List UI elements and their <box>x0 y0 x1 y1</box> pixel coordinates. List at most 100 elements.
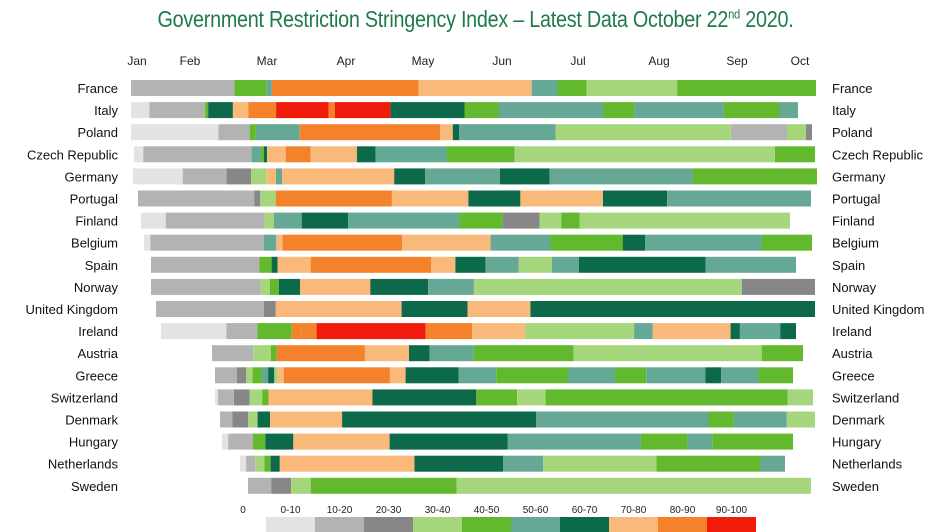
segment-belgium-4 <box>282 234 403 251</box>
segment-sweden-4 <box>456 477 811 494</box>
segment-ireland-1 <box>226 323 258 340</box>
segment-finland-3 <box>273 212 302 229</box>
segment-austria-0 <box>212 345 254 362</box>
segment-france-7 <box>557 80 587 96</box>
segment-hungary-0 <box>222 433 229 450</box>
segment-ireland-6 <box>425 323 473 340</box>
legend-label-50-60: 50-60 <box>523 505 549 516</box>
country-label-left-ireland: Ireland <box>78 324 118 339</box>
segment-france-8 <box>586 80 678 96</box>
segment-netherlands-3 <box>264 455 271 472</box>
country-label-right-denmark: Denmark <box>832 413 885 428</box>
segment-belgium-3 <box>276 234 283 251</box>
country-label-right-france: France <box>832 81 872 96</box>
country-label-right-spain: Spain <box>832 258 865 273</box>
segment-ireland-2 <box>257 323 292 340</box>
segment-czech-republic-5 <box>267 146 286 163</box>
legend-swatch-10-20 <box>315 517 364 532</box>
segment-greece-0 <box>215 367 237 384</box>
segment-austria-6 <box>429 345 474 362</box>
segment-norway-1 <box>260 278 270 295</box>
segment-germany-9 <box>499 168 550 185</box>
segment-finland-0 <box>141 212 166 229</box>
segment-finland-10 <box>579 212 790 229</box>
segment-czech-republic-9 <box>375 146 447 163</box>
segment-germany-0 <box>133 168 183 185</box>
legend-label-90-100: 90-100 <box>716 505 748 516</box>
country-label-left-switzerland: Switzerland <box>51 390 118 405</box>
segment-norway-7 <box>473 278 742 295</box>
segment-italy-3 <box>208 102 233 119</box>
segment-ireland-10 <box>652 323 731 340</box>
segment-ireland-3 <box>291 323 301 340</box>
segment-sweden-1 <box>271 477 292 494</box>
country-label-left-italy: Italy <box>94 103 118 118</box>
segment-greece-14 <box>614 367 647 384</box>
country-label-right-netherlands: Netherlands <box>832 457 903 472</box>
segment-ireland-13 <box>780 323 796 340</box>
segment-italy-0 <box>131 102 150 119</box>
segment-czech-republic-12 <box>774 146 815 163</box>
segment-czech-republic-4 <box>264 146 268 163</box>
segment-austria-7 <box>473 345 574 362</box>
segment-switzerland-10 <box>787 389 813 406</box>
legend-swatch-50-60 <box>511 517 560 532</box>
segment-poland-8 <box>555 124 731 141</box>
legend-label-80-90: 80-90 <box>670 505 696 516</box>
segment-france-6 <box>531 80 558 96</box>
legend-zero-label: 0 <box>240 505 246 516</box>
segment-greece-18 <box>758 367 793 384</box>
segment-portugal-8 <box>667 190 811 207</box>
segment-portugal-0 <box>138 190 255 207</box>
segment-poland-1 <box>218 124 250 141</box>
segment-norway-3 <box>278 278 301 295</box>
segment-norway-6 <box>428 278 474 295</box>
segment-spain-9 <box>551 256 579 273</box>
segment-italy-5 <box>248 102 277 119</box>
segment-finland-8 <box>539 212 562 229</box>
country-label-left-france: France <box>78 81 118 96</box>
segment-spain-4 <box>310 256 432 273</box>
segment-france-4 <box>271 80 419 96</box>
segment-sweden-2 <box>291 477 311 494</box>
segment-austria-3 <box>276 345 365 362</box>
country-label-right-ireland: Ireland <box>832 324 872 339</box>
legend-label-0-10: 0-10 <box>280 505 300 516</box>
segment-netherlands-2 <box>255 455 265 472</box>
segment-italy-12 <box>603 102 635 119</box>
segment-netherlands-1 <box>246 455 256 472</box>
segment-hungary-9 <box>712 433 793 450</box>
legend-swatch-30-40 <box>413 517 462 532</box>
segment-netherlands-6 <box>414 455 504 472</box>
segment-france-1 <box>132 80 235 96</box>
legend-swatch-40-50 <box>462 517 511 532</box>
segment-germany-5 <box>276 168 283 185</box>
segment-netherlands-8 <box>543 455 657 472</box>
segment-denmark-0 <box>220 411 233 428</box>
segment-norway-2 <box>269 278 279 295</box>
segment-norway-5 <box>370 278 429 295</box>
segment-portugal-2 <box>260 190 276 207</box>
segment-finland-2 <box>264 212 274 229</box>
segment-poland-10 <box>787 124 806 141</box>
country-label-left-belgium: Belgium <box>71 236 118 251</box>
segment-spain-2 <box>271 256 278 273</box>
segment-portugal-4 <box>391 190 469 207</box>
segment-germany-3 <box>251 168 267 185</box>
segment-poland-11 <box>805 124 812 141</box>
segment-italy-9 <box>390 102 465 119</box>
segment-germany-4 <box>266 168 276 185</box>
legend-label-30-40: 30-40 <box>425 505 451 516</box>
legend-swatch-60-70 <box>560 517 609 532</box>
segment-ireland-9 <box>634 323 653 340</box>
segment-ireland-11 <box>730 323 740 340</box>
country-label-left-portugal: Portugal <box>70 192 119 207</box>
segment-switzerland-7 <box>476 389 518 406</box>
month-label-jul: Jul <box>570 54 585 68</box>
segment-hungary-5 <box>389 433 508 450</box>
segment-greece-16 <box>705 367 722 384</box>
segment-italy-13 <box>634 102 724 119</box>
segment-ireland-12 <box>740 323 781 340</box>
segment-norway-4 <box>300 278 371 295</box>
segment-united-kingdom-4 <box>467 301 531 317</box>
